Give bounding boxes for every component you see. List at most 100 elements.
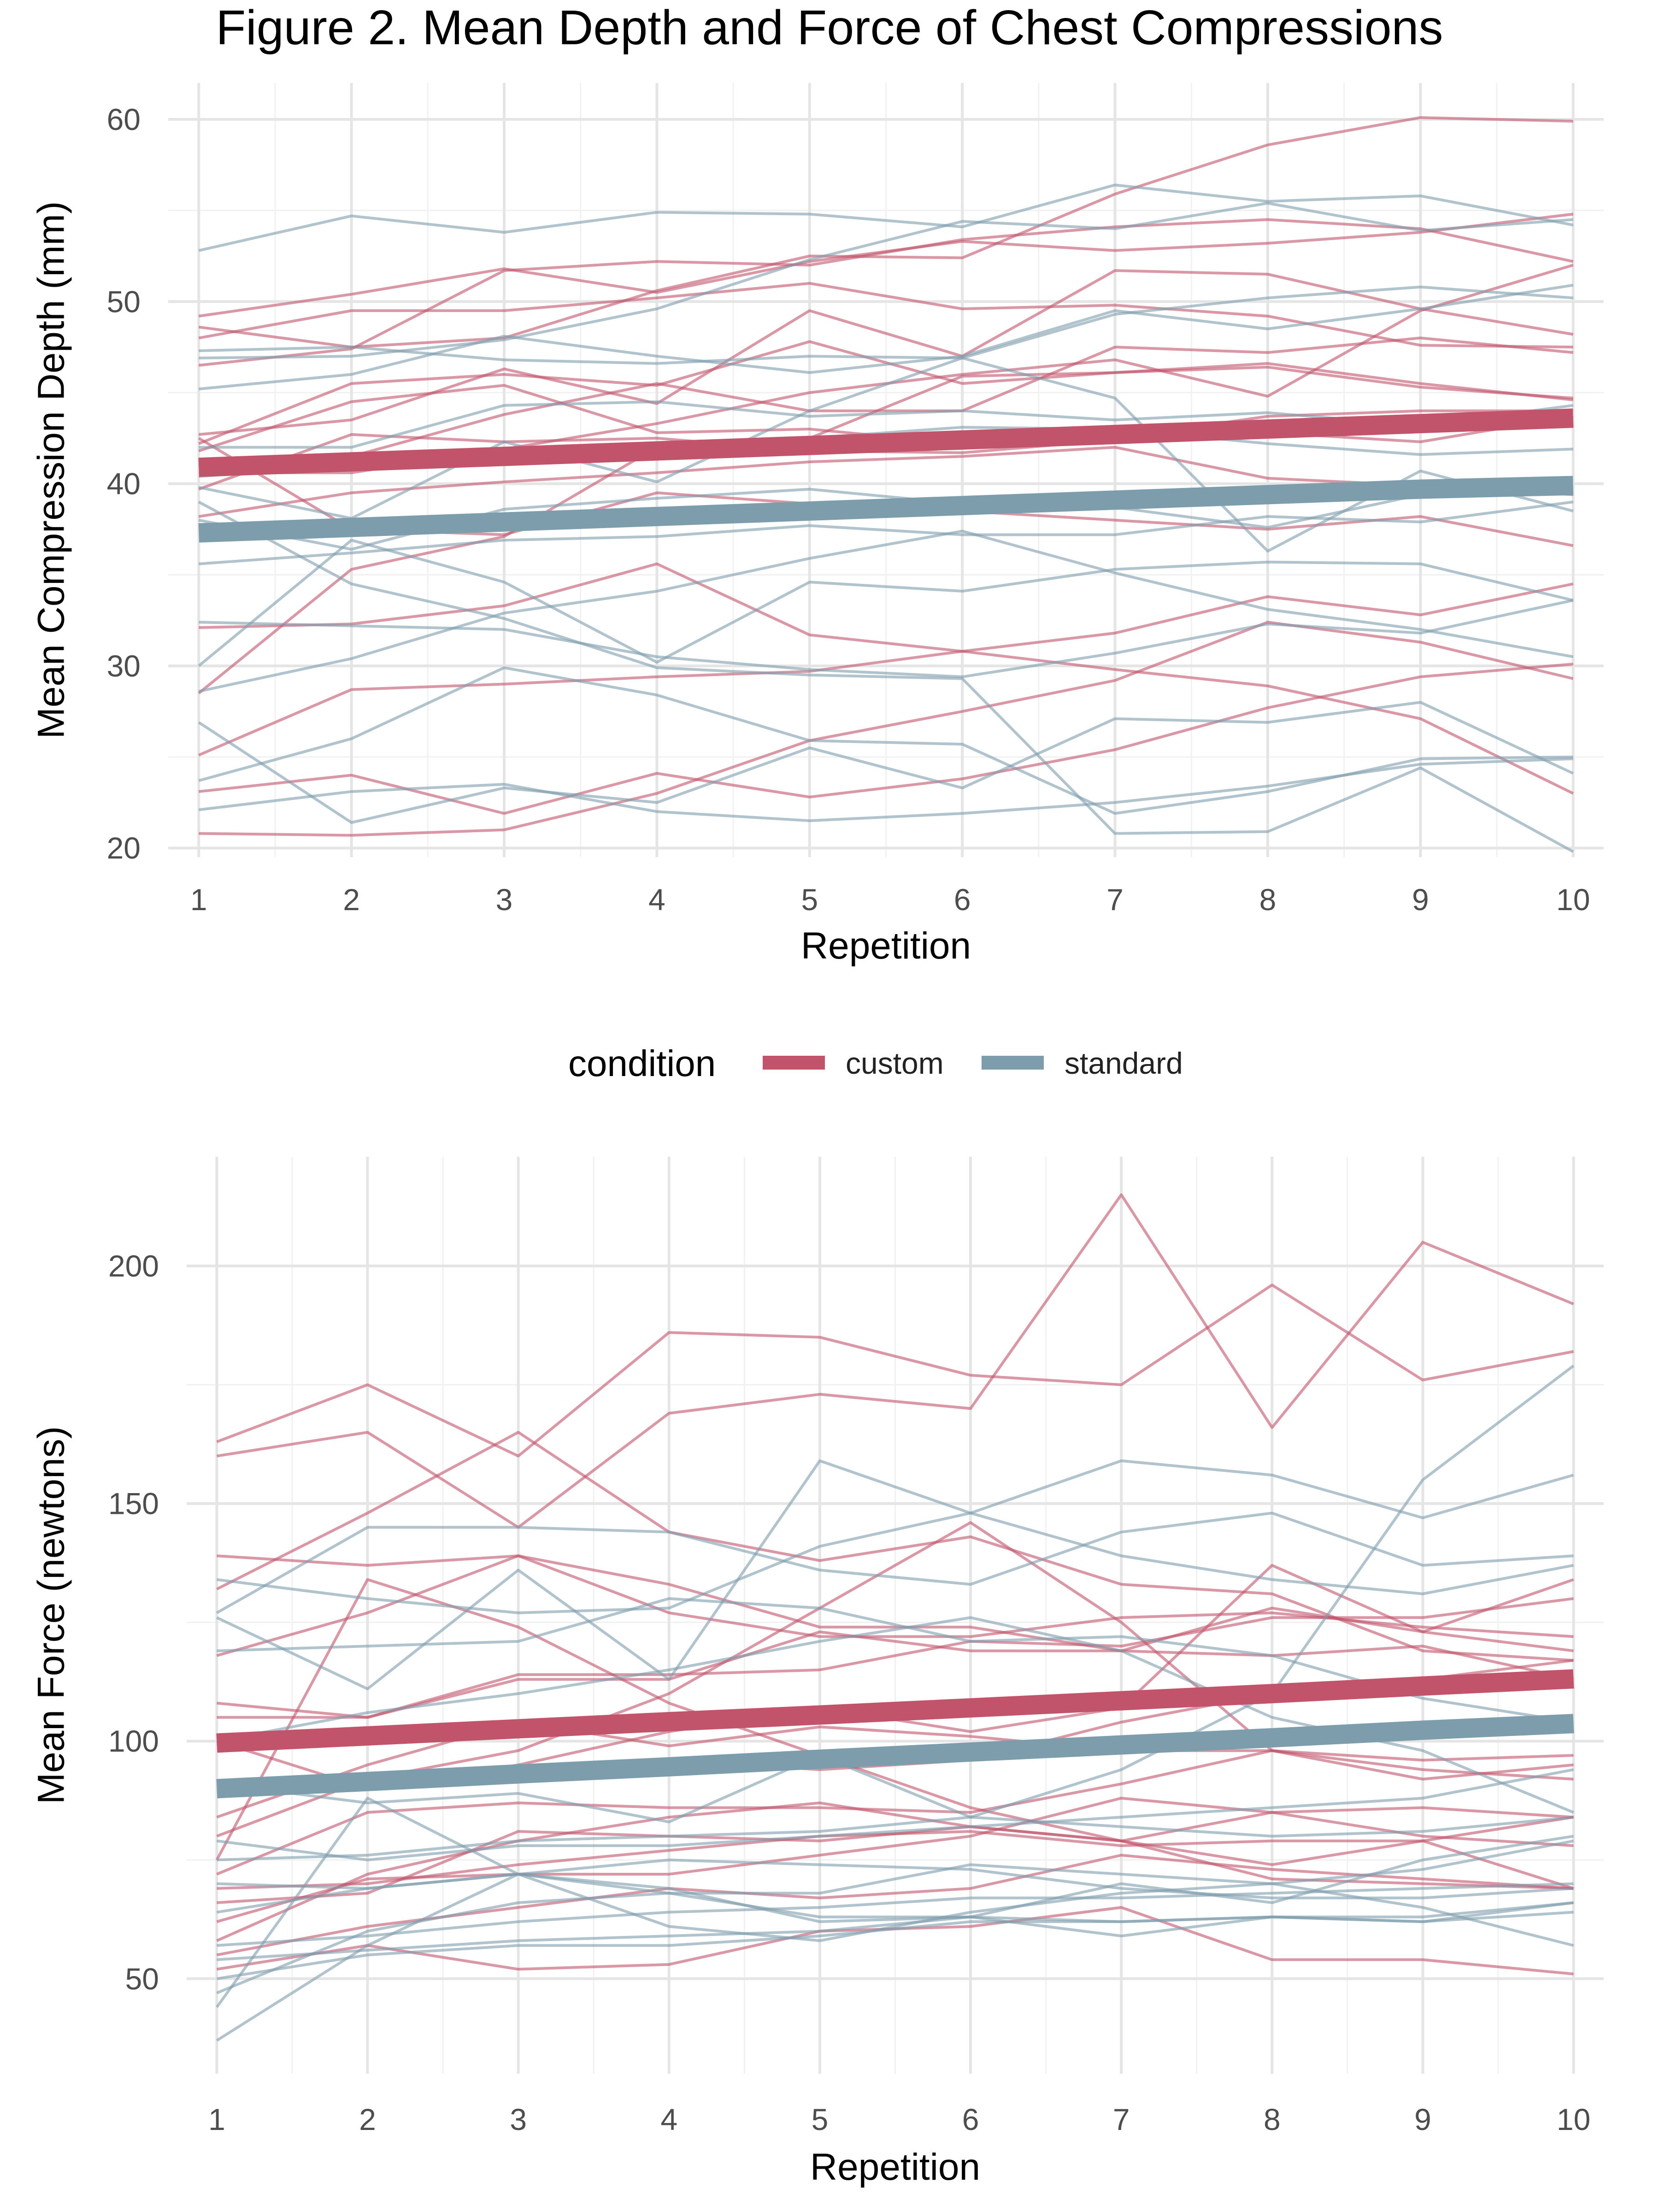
x-axis-title: Repetition <box>801 925 971 967</box>
x-tick-label: 10 <box>1556 882 1590 917</box>
series-line-standard <box>217 1768 1574 1862</box>
x-tick-label: 2 <box>359 2102 376 2136</box>
trend-line-standard <box>216 1714 1574 1799</box>
x-axis-title: Repetition <box>810 2146 980 2188</box>
x-tick-label: 8 <box>1259 882 1277 917</box>
series-line-custom <box>216 1749 1574 1876</box>
series-line-custom <box>217 1806 1574 1904</box>
series-line-custom <box>198 582 1574 757</box>
y-tick-label: 200 <box>108 1249 159 1283</box>
series-line-standard <box>216 1835 1574 1994</box>
series-line-custom <box>216 1720 1574 1819</box>
series-line-standard <box>198 529 1574 693</box>
series-line-custom <box>217 1630 1574 1719</box>
series-line-custom <box>215 1578 1574 1890</box>
x-tick-label: 3 <box>496 882 513 917</box>
series-line-custom <box>216 1431 1574 1662</box>
y-tick-label: 60 <box>107 102 141 136</box>
series-line-custom <box>216 1796 1574 1923</box>
trend-lines <box>198 408 1574 543</box>
y-tick-label: 100 <box>108 1724 159 1758</box>
x-tick-labels: 1 2 3 4 5 6 7 8 9 10 <box>190 882 1590 917</box>
series-line-custom <box>199 336 1574 467</box>
series-line-standard <box>198 701 1574 824</box>
x-tick-label: 6 <box>954 882 971 917</box>
legend-label-custom: custom <box>846 1046 944 1080</box>
y-tick-label: 150 <box>108 1487 159 1521</box>
series-line-standard <box>216 1859 1574 1914</box>
series-line-standard <box>216 1839 1574 2042</box>
legend-key-custom <box>763 1056 825 1070</box>
series-line-custom <box>199 562 1574 795</box>
series-line-custom <box>216 1554 1574 1657</box>
series-line-custom <box>198 116 1573 349</box>
series-line-standard <box>215 1796 1574 2008</box>
series-line-standard <box>198 283 1574 391</box>
trend-line-custom <box>198 408 1574 477</box>
x-tick-label: 6 <box>962 2102 979 2136</box>
series-line-custom <box>199 621 1574 837</box>
series-line-custom <box>216 1193 1574 1529</box>
x-tick-label: 7 <box>1113 2102 1130 2136</box>
trend-lines <box>216 1669 1574 1799</box>
x-tick-label: 2 <box>343 882 360 917</box>
series-line-standard <box>217 1365 1575 1824</box>
x-tick-label: 1 <box>190 882 207 917</box>
legend: condition custom standard <box>568 1043 1183 1084</box>
series-line-standard <box>199 500 1574 565</box>
series-line-standard <box>199 599 1574 678</box>
series-line-custom <box>217 1597 1574 1719</box>
series-line-standard <box>217 1597 1574 1724</box>
y-axis-title: Mean Compression Depth (mm) <box>30 201 72 739</box>
y-tick-labels: 50 100 150 200 <box>108 1249 159 1996</box>
grid <box>168 83 1604 857</box>
x-tick-label: 9 <box>1412 882 1429 917</box>
x-tick-label: 3 <box>510 2102 527 2136</box>
series-line-standard <box>199 285 1573 365</box>
individual-lines <box>198 116 1574 853</box>
series-line-standard <box>198 539 1574 667</box>
series-line-standard <box>217 1882 1574 1947</box>
legend-label-standard: standard <box>1065 1046 1183 1080</box>
x-tick-label: 5 <box>801 882 818 917</box>
series-line-custom <box>198 218 1574 367</box>
y-tick-label: 50 <box>125 1962 159 1996</box>
x-tick-label: 4 <box>660 2102 677 2136</box>
series-line-standard <box>217 1816 1574 1862</box>
series-line-standard <box>216 1512 1574 1614</box>
series-line-custom <box>216 1283 1574 1458</box>
x-tick-label: 8 <box>1264 2102 1281 2136</box>
y-tick-label: 30 <box>107 649 141 683</box>
series-line-custom <box>198 662 1573 815</box>
series-line-standard <box>199 201 1573 359</box>
x-tick-label: 10 <box>1557 2102 1590 2136</box>
y-tick-labels: 20 30 40 50 60 <box>107 102 141 865</box>
y-tick-label: 20 <box>107 831 141 865</box>
x-tick-label: 4 <box>648 882 665 917</box>
y-tick-label: 40 <box>107 467 141 501</box>
series-line-standard <box>198 500 1574 853</box>
series-line-custom <box>216 1521 1574 1838</box>
x-tick-label: 1 <box>208 2102 225 2136</box>
x-tick-label: 7 <box>1106 882 1124 917</box>
series-line-standard <box>216 1459 1574 1690</box>
series-line-standard <box>198 183 1574 252</box>
legend-key-standard <box>982 1056 1044 1070</box>
legend-item-custom: custom <box>763 1046 944 1080</box>
series-line-custom <box>198 340 1574 445</box>
x-tick-label: 5 <box>812 2102 829 2136</box>
x-tick-labels: 1 2 3 4 5 6 7 8 9 10 <box>208 2102 1590 2136</box>
series-line-standard <box>198 757 1573 822</box>
trend-line-custom <box>216 1669 1574 1753</box>
legend-item-standard: standard <box>982 1046 1183 1080</box>
figure-title: Figure 2. Mean Depth and Force of Chest … <box>216 0 1443 55</box>
y-tick-label: 50 <box>107 284 141 318</box>
x-tick-label: 9 <box>1414 2102 1431 2136</box>
legend-title: condition <box>568 1043 716 1084</box>
depth-panel: 1 2 3 4 5 6 7 8 9 10 20 30 40 50 60 Repetition Mean Comp… <box>30 83 1604 967</box>
force-panel: 1 2 3 4 5 6 7 8 9 10 50 100 150 200 Repetition Mean For… <box>30 1157 1604 2188</box>
y-axis-title: Mean Force (newtons) <box>30 1426 72 1804</box>
series-line-custom <box>198 446 1573 518</box>
